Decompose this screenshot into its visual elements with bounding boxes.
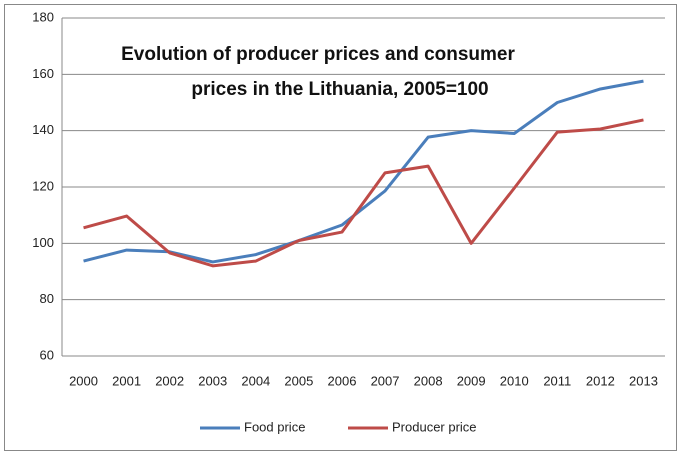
x-tick-label: 2004: [241, 373, 270, 388]
x-tick-label: 2011: [543, 373, 571, 388]
y-tick-label: 120: [32, 178, 54, 193]
series-line: [83, 118, 644, 268]
x-tick-label: 2001: [112, 373, 141, 388]
x-tick-label: 2007: [371, 373, 400, 388]
x-tick-label: 2002: [155, 373, 184, 388]
x-tick-label: 2012: [586, 373, 615, 388]
y-tick-label: 80: [40, 291, 54, 306]
x-tick-label: 2003: [198, 373, 227, 388]
legend-label: Food price: [244, 419, 305, 434]
x-tick-label: 2000: [69, 373, 98, 388]
y-tick-label: 160: [32, 66, 54, 81]
x-tick-label: 2009: [457, 373, 486, 388]
x-tick-label: 2006: [328, 373, 357, 388]
x-tick-label: 2005: [284, 373, 313, 388]
x-tick-label: 2013: [629, 373, 658, 388]
y-tick-label: 180: [32, 9, 54, 24]
y-tick-label: 60: [40, 347, 54, 362]
chart-border: [4, 4, 677, 451]
x-tick-label: 2010: [500, 373, 529, 388]
chart-title: prices in the Lithuania, 2005=100: [191, 79, 488, 100]
x-tick-label: 2008: [414, 373, 443, 388]
series-line: [83, 79, 644, 264]
y-tick-label: 140: [32, 122, 54, 137]
legend-label: Producer price: [392, 419, 477, 434]
chart-title: Evolution of producer prices and consume…: [121, 44, 515, 65]
y-tick-label: 100: [32, 235, 54, 250]
